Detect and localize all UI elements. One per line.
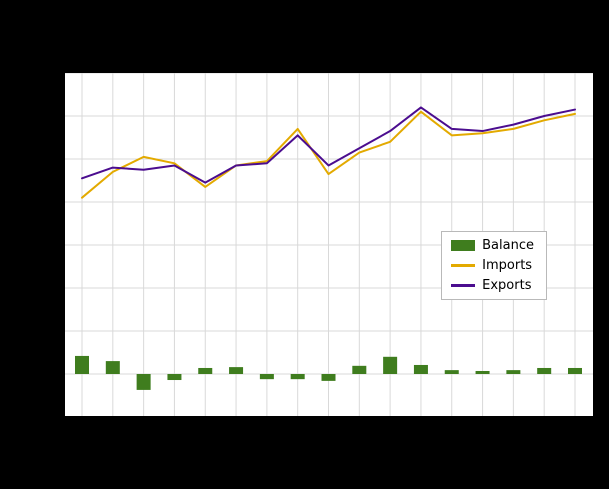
exports-swatch-icon — [451, 284, 476, 287]
legend-label-exports: Exports — [482, 278, 532, 293]
imports-swatch-icon — [451, 264, 476, 267]
legend-item-imports: Imports — [451, 259, 534, 272]
legend-item-exports: Exports — [451, 279, 534, 292]
plot-area: Balance Imports Exports — [64, 73, 593, 417]
chart-canvas — [64, 73, 593, 417]
legend-label-balance: Balance — [482, 238, 534, 253]
legend-label-imports: Imports — [482, 258, 533, 273]
balance-swatch-icon — [451, 240, 476, 251]
legend: Balance Imports Exports — [441, 231, 547, 300]
legend-item-balance: Balance — [451, 239, 534, 252]
